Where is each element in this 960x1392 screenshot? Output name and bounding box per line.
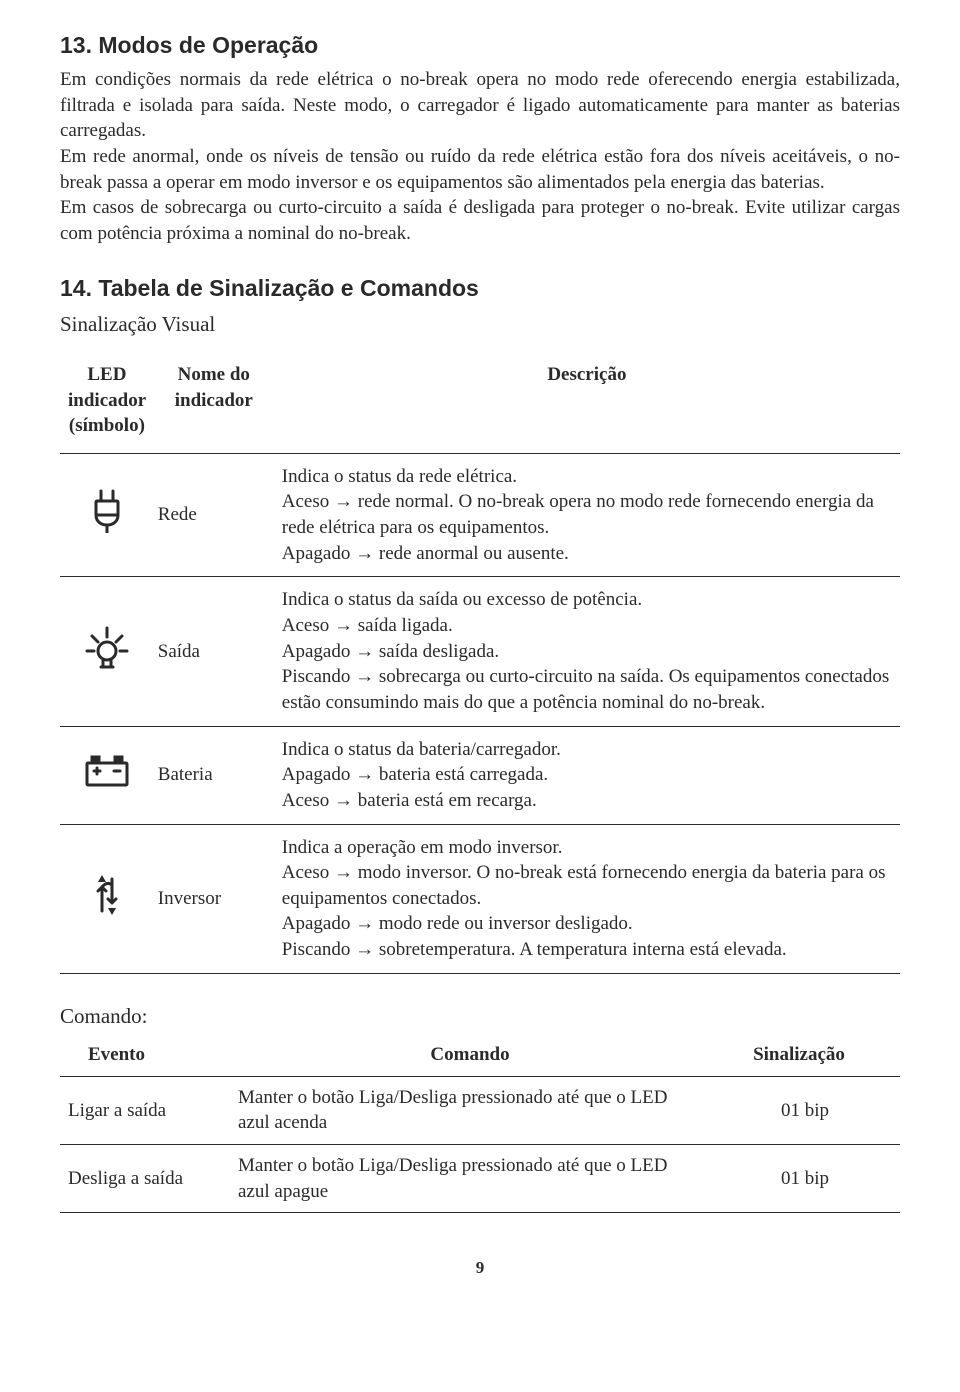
cmd-sinal: 01 bip [710,1076,900,1144]
table-row: Rede Indica o status da rede elétrica. A… [60,453,900,577]
cmd-evento: Ligar a saída [60,1076,230,1144]
section-13-para1: Em condições normais da rede elétrica o … [60,67,900,144]
col-header-desc: Descrição [274,356,900,453]
plug-icon [60,453,154,577]
cmd-comando: Manter o botão Liga/Desliga pressionado … [230,1145,710,1213]
cmd-sinal: 01 bip [710,1145,900,1213]
cmd-evento: Desliga a saída [60,1145,230,1213]
indicator-desc: Indica o status da saída ou excesso de p… [274,577,900,726]
indicator-name: Saída [154,577,274,726]
comando-heading: Comando: [60,1002,900,1030]
bulb-icon [60,577,154,726]
battery-icon [60,726,154,824]
table-row: Inversor Indica a operação em modo inver… [60,824,900,973]
indicator-name: Rede [154,453,274,577]
cmd-comando: Manter o botão Liga/Desliga pressionado … [230,1076,710,1144]
visual-signaling-heading: Sinalização Visual [60,310,900,338]
indicator-name: Bateria [154,726,274,824]
section-13-para2: Em rede anormal, onde os níveis de tensã… [60,144,900,195]
col-header-name: Nome do indicador [154,356,274,453]
table-row: Ligar a saída Manter o botão Liga/Deslig… [60,1076,900,1144]
cmd-header-sinal: Sinalização [710,1036,900,1076]
indicator-desc: Indica a operação em modo inversor. Aces… [274,824,900,973]
indicator-desc: Indica o status da bateria/carregador. A… [274,726,900,824]
cmd-header-comando: Comando [230,1036,710,1076]
command-table: Evento Comando Sinalização Ligar a saída… [60,1036,900,1213]
table-row: Desliga a saída Manter o botão Liga/Desl… [60,1145,900,1213]
table-row: Saída Indica o status da saída ou excess… [60,577,900,726]
page-number: 9 [60,1257,900,1280]
section-13-title: 13. Modos de Operação [60,30,900,61]
indicator-name: Inversor [154,824,274,973]
inverter-icon [60,824,154,973]
col-header-symbol: LED indicador (símbolo) [60,356,154,453]
indicator-desc: Indica o status da rede elétrica. Aceso … [274,453,900,577]
table-row: Bateria Indica o status da bateria/carre… [60,726,900,824]
led-indicator-table: LED indicador (símbolo) Nome do indicado… [60,356,900,974]
section-14-title: 14. Tabela de Sinalização e Comandos [60,273,900,304]
section-13-para3: Em casos de sobrecarga ou curto-circuito… [60,195,900,246]
cmd-header-evento: Evento [60,1036,230,1076]
